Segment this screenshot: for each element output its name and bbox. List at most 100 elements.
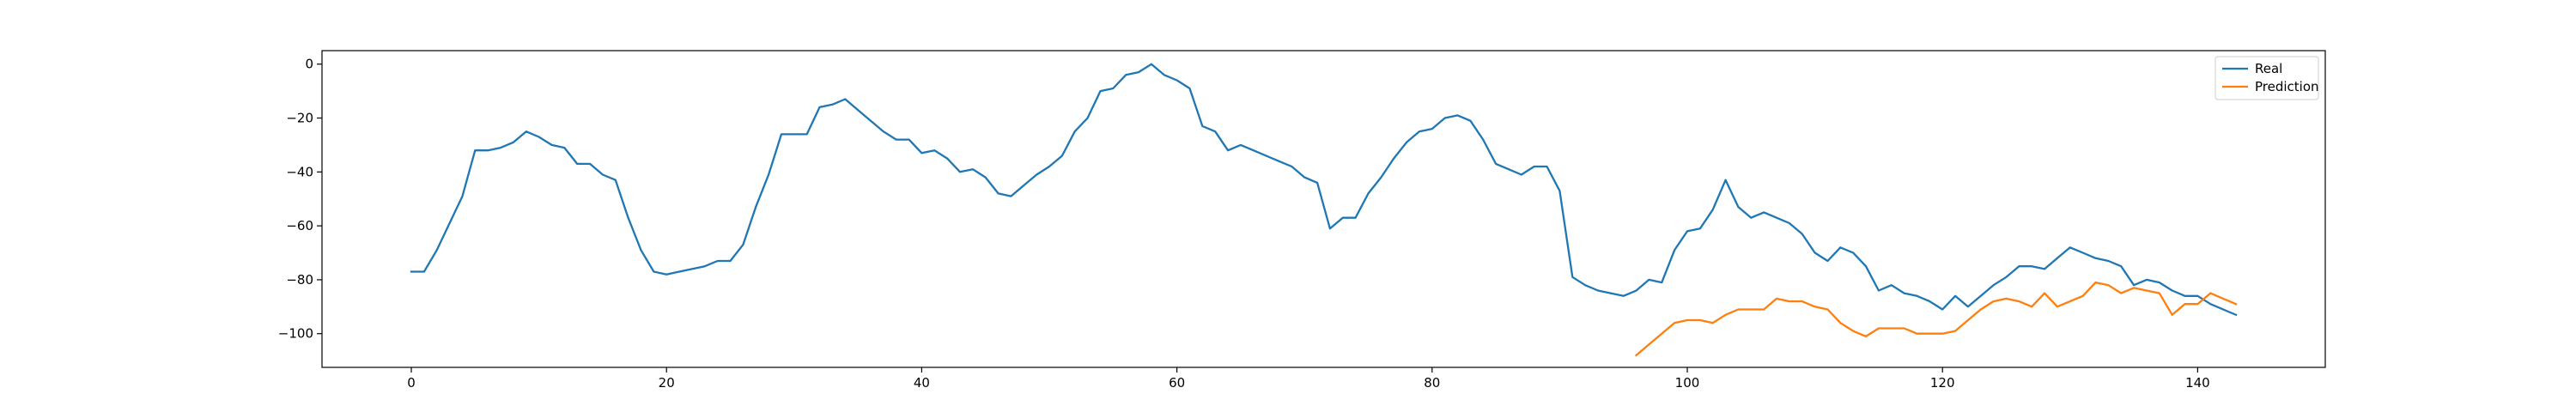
data-point [1253,149,1255,151]
data-point [1482,139,1484,141]
data-point [602,173,604,176]
data-point [2107,260,2109,262]
series-real [410,63,2238,317]
data-point [2120,293,2122,294]
data-point [1967,319,1969,321]
data-point [844,98,846,100]
data-point [1521,173,1522,176]
data-point [1380,177,1382,179]
data-point [2044,268,2045,270]
data-point [857,109,859,111]
data-point [1686,230,1688,232]
series-line-real [410,63,2238,317]
data-point [2082,251,2084,254]
axes-frame [321,50,2326,368]
data-point [1584,284,1586,286]
data-point [2184,295,2186,297]
data-point [1839,246,1841,248]
data-point [487,149,489,151]
data-point [933,149,935,151]
series-line-prediction [1634,281,2238,357]
data-point [615,179,617,181]
data-point [2235,314,2237,316]
data-point [1125,74,1127,76]
data-point [1214,130,1216,132]
data-point [2044,293,2045,294]
data-point [1891,327,1893,330]
data-point [1929,300,1930,302]
x-tick-label: 120 [1930,375,1955,391]
data-point [1839,322,1841,324]
y-tick-label: −100 [278,326,313,342]
data-point [2209,293,2211,294]
data-point [1852,330,1854,332]
data-point [1010,196,1012,197]
legend: Real Prediction [2215,56,2319,100]
data-point [2184,303,2186,305]
data-point [2209,303,2211,305]
plot-area [410,63,2238,357]
data-point [1967,306,1969,307]
data-point [1980,295,1982,297]
data-point [1636,289,1637,292]
x-tick-label: 80 [1424,375,1440,391]
data-point [1763,308,1765,311]
data-point [1954,295,1956,297]
data-point [1750,308,1752,311]
data-point [2159,293,2160,294]
x-tick-label: 100 [1675,375,1700,391]
data-point [576,163,578,165]
data-point [2018,300,2020,302]
data-point [1099,90,1102,92]
data-point [920,152,922,154]
data-point [959,171,961,173]
data-point [653,270,655,273]
x-tick-label: 60 [1169,375,1185,391]
legend-label: Prediction [2255,79,2319,94]
data-point [1737,206,1739,208]
data-point [1826,260,1829,262]
data-point [2196,303,2198,305]
data-point [1891,284,1893,286]
data-point [1763,211,1765,213]
data-point [1712,322,1714,324]
data-point [2005,298,2008,300]
data-point [1074,130,1076,132]
data-point [1929,333,1930,335]
data-point [704,265,706,267]
data-point [1699,319,1701,321]
data-point [1980,308,1982,311]
data-point [1674,322,1675,324]
data-point [1904,327,1905,330]
data-point [1316,182,1318,184]
data-point [883,130,884,132]
data-point [2120,265,2122,267]
data-point [1061,154,1063,157]
data-point [1674,249,1675,251]
data-point [589,163,591,165]
data-point [1138,71,1139,73]
data-point [1776,298,1777,300]
data-point [908,139,910,141]
data-point [1737,308,1739,311]
data-point [1941,308,1943,311]
data-point [1954,330,1956,332]
data-point [1814,251,1816,254]
data-point [1367,192,1370,194]
data-point [1865,265,1867,267]
data-point [1546,166,1548,167]
data-point [1227,149,1229,151]
series-prediction [1634,281,2238,357]
data-point [2018,265,2020,267]
data-point [1266,154,1267,157]
data-point [729,260,732,262]
data-point [2222,308,2224,311]
data-point [2159,282,2160,283]
data-point [1355,217,1357,219]
data-point [628,217,629,219]
data-point [2082,295,2084,297]
data-point [2222,298,2224,300]
data-point [1878,289,1880,292]
y-tick-label: 0 [305,57,313,72]
data-point [2107,284,2109,286]
